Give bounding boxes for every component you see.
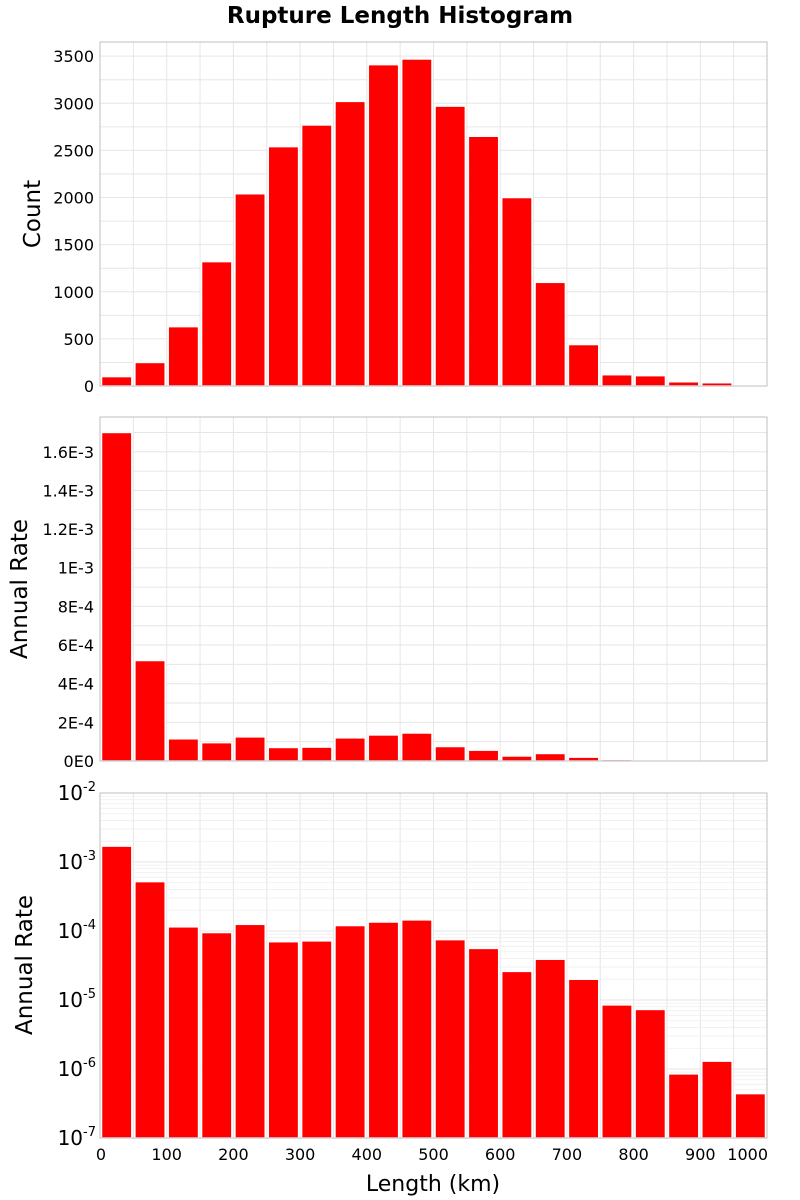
annual-rate-log-bar [367,921,400,1139]
count-y-tick-label: 2500 [53,141,94,160]
annual-rate-log-y-axis-label: Annual Rate [12,895,38,1035]
annual-rate-log-y-tick-label: 10-7 [58,1125,96,1150]
annual-rate-linear-bar [334,737,367,762]
annual-rate-log-bar [601,1004,633,1139]
annual-rate-linear-y-tick-label: 1E-3 [58,559,94,578]
annual-rate-linear-bar [100,431,133,762]
count-bar [634,374,667,387]
x-tick-label: 500 [418,1145,449,1164]
count-y-tick-label: 0 [84,377,94,396]
x-tick-label: 100 [151,1145,182,1164]
count-histogram-panel: 0 500 1000 1500 2000 2500 3000 3500 Count [20,41,768,396]
annual-rate-log-bar [234,923,266,1139]
count-bar [534,281,567,387]
annual-rate-linear-y-tick-label: 1.6E-3 [42,443,94,462]
count-bar [334,100,367,387]
annual-rate-log-bar [667,1073,700,1139]
annual-rate-linear-y-tick-label: 8E-4 [58,597,94,616]
count-y-tick-label: 1000 [53,283,94,302]
annual-rate-linear-y-tick-label: 1.2E-3 [42,520,94,539]
annual-rate-linear-y-axis-label: Annual Rate [7,519,33,659]
count-y-tick-label: 3500 [53,47,94,66]
annual-rate-log-bar [734,1092,767,1139]
annual-rate-log-bar [300,940,333,1139]
count-bar [400,58,433,387]
annual-rate-log-bar [467,947,500,1139]
count-y-tick-label: 500 [63,330,94,349]
count-bar [567,343,600,387]
annual-rate-log-y-tick-label: 10-2 [58,780,96,805]
annual-rate-linear-y-tick-label: 1.4E-3 [42,481,94,500]
annual-rate-linear-y-tick-label: 0E0 [64,752,94,771]
annual-rate-log-y-tick-label: 10-3 [58,849,96,874]
count-bar [667,381,700,387]
annual-rate-linear-bar [267,746,300,762]
annual-rate-linear-panel: 0E0 2E-4 4E-4 6E-4 8E-4 1E-3 1.2E-3 1.4E-3 1.6E-… [7,416,768,771]
annual-rate-log-y-tick-label: 10-6 [58,1056,96,1081]
count-bar [234,192,266,387]
annual-rate-log-bar [167,926,200,1139]
x-tick-label: 300 [285,1145,316,1164]
annual-rate-linear-bar [400,732,433,762]
annual-rate-linear-bar [167,738,200,762]
x-axis-label: Length (km) [366,1172,500,1197]
annual-rate-log-bar [701,1060,733,1139]
x-tick-label: 700 [552,1145,583,1164]
annual-rate-linear-y-tick-label: 6E-4 [58,636,94,655]
count-y-tick-label: 2000 [53,189,94,208]
annual-rate-log-bar [334,924,367,1139]
count-bar [200,260,233,387]
annual-rate-log-bar [534,958,567,1139]
annual-rate-linear-plot-frame [99,416,768,762]
annual-rate-log-bar [567,978,600,1139]
count-plot-frame [99,41,768,387]
annual-rate-log-bar [400,919,433,1139]
count-y-axis-label: Count [20,180,46,248]
annual-rate-log-plot-frame [99,792,768,1139]
annual-rate-log-y-tick-label: 10-5 [58,987,96,1012]
count-bar [500,196,533,387]
x-tick-label: 1000 [727,1145,768,1164]
annual-rate-linear-bar [200,741,233,762]
count-bar [134,361,166,387]
count-bar [467,135,500,387]
x-tick-label: 900 [685,1145,716,1164]
count-bar [601,373,633,387]
annual-rate-log-bar [500,970,533,1139]
annual-rate-linear-bar [234,736,266,762]
annual-rate-log-panel: 10-7 10-6 10-5 10-4 10-3 10-2 0 100 200 300 400 50… [12,780,768,1197]
count-bar [167,325,200,387]
count-bar [267,145,300,387]
chart-title: Rupture Length Histogram [227,3,573,29]
annual-rate-linear-bar [567,756,600,762]
annual-rate-log-bar [100,845,133,1139]
annual-rate-linear-y-tick-label: 4E-4 [58,675,94,694]
x-tick-label: 200 [218,1145,249,1164]
annual-rate-log-bar [134,880,166,1139]
annual-rate-linear-y-tick-label: 2E-4 [58,713,94,732]
annual-rate-linear-bar [534,752,567,762]
annual-rate-log-y-tick-label: 10-4 [58,918,96,943]
count-bar [100,375,133,387]
x-tick-label: 0 [96,1145,106,1164]
x-tick-label: 600 [485,1145,516,1164]
x-tick-label: 400 [352,1145,383,1164]
annual-rate-linear-bar [500,755,533,762]
annual-rate-linear-bar [134,659,166,762]
annual-rate-log-bar [200,931,233,1139]
annual-rate-log-bar [267,940,300,1139]
annual-rate-linear-bar [300,746,333,762]
x-tick-label: 800 [618,1145,649,1164]
count-bar [434,105,467,387]
count-y-tick-label: 1500 [53,236,94,255]
count-bar [367,63,400,387]
annual-rate-log-bar [434,938,467,1139]
annual-rate-linear-bar [434,745,467,762]
count-bar [300,124,333,387]
annual-rate-linear-bar [367,734,400,762]
count-y-tick-label: 3000 [53,94,94,113]
annual-rate-log-bar [634,1008,667,1139]
annual-rate-linear-bar [467,749,500,762]
